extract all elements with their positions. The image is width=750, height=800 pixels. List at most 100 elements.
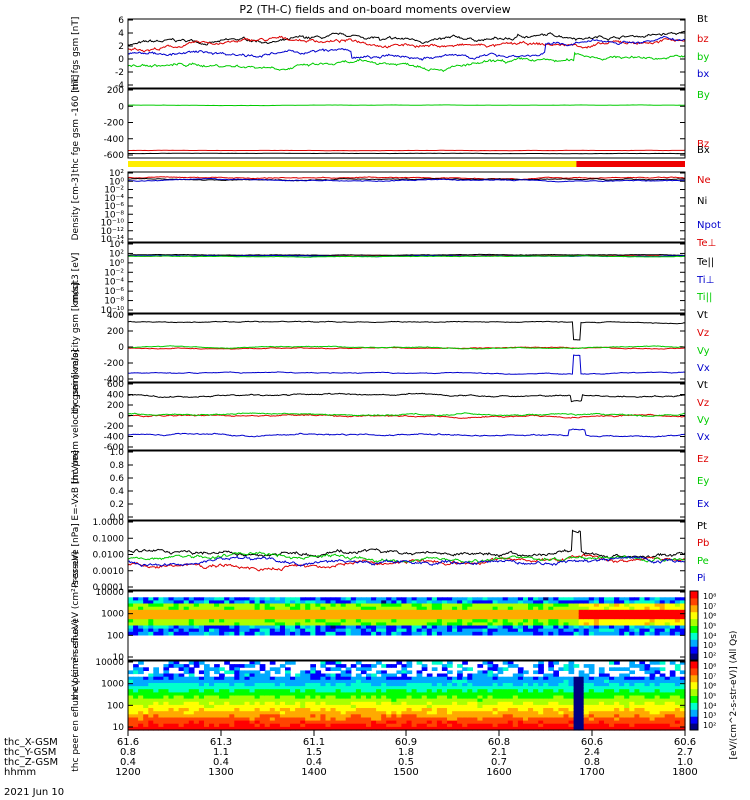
footer-value: 1500 [393,767,418,778]
colorbar-2-tick: 10⁴ [703,701,716,710]
footer-value: 1.1 [213,747,229,758]
legend-3-Ne: Ne [697,175,711,186]
fgs-ylabel: thc fgs gsm [nT] [71,17,81,91]
legend-6-Vz: Vz [697,398,709,409]
fgs-tick: -4 [115,81,124,91]
colorbar-2-cell [690,667,698,676]
fgs-line-by [127,51,686,73]
panel-frame-2 [127,88,686,159]
pressure-line-Pe [127,551,686,563]
moqt3-tick: 10⁻⁴ [104,278,124,288]
colorbar-1-cell [690,597,698,606]
peem-tick: 200 [107,401,124,411]
moqt3-tick: 10⁻¹⁰ [101,306,125,316]
fge-tick: 200 [107,86,124,96]
colorbar-1-tick: 10⁵ [703,622,716,631]
efield-tick: 0.4 [110,487,125,497]
peir-tick: 10000 [95,588,124,598]
efield-tick: 0.0 [110,513,125,523]
legend-6-Vx: Vx [697,432,710,443]
colorbar-2-cell [690,688,698,696]
legend-7-Ex: Ex [697,499,709,510]
peir-tick: 1000 [101,610,124,620]
moqt3-tick: 10⁻² [104,268,124,278]
peem-ylabel: thc peem velocity gsm [km/s] [71,349,81,483]
peer-tick: 10000 [95,658,124,668]
pressure-tick: 0.0010 [93,567,125,577]
colorbar-1-tick: 10⁶ [703,612,716,621]
moqt3-line-Ti|| [127,255,686,258]
colorbar-1-tick: 10⁷ [703,602,716,611]
colorbar-1-cell [690,618,698,626]
footer-value: 1.8 [398,747,414,758]
peem-tick: 400 [107,391,124,401]
peim-tick: -200 [104,359,125,369]
peir-tick: 100 [107,631,124,641]
panel-frame-8 [127,520,686,591]
colorbar-1-tick: 10² [703,651,716,660]
pressure-line-Pb [127,553,686,572]
footer-value: 0.4 [306,757,322,768]
efield-tick: 0.6 [110,474,125,484]
colorbar-2-tick: 10² [703,721,716,730]
footer-value: 0.4 [120,757,136,768]
footer-row-label: hhmm [4,767,36,778]
fge-line-Bz [128,149,686,152]
fgs-line-bx [127,35,686,61]
peem-line-Vx [127,428,686,438]
peem-tick: -400 [104,433,125,443]
density-tick: 10⁻¹⁴ [101,235,125,245]
footer-value: 1600 [486,767,511,778]
legend-4-Te||: Te|| [696,257,714,268]
density-tick: 10⁰ [109,177,124,187]
moqt3-ylabel: moqt3 [eV] [71,253,81,304]
footer-row-label: thc_X-GSM [4,737,58,748]
legend-5-Vy: Vy [697,346,710,357]
colorbar-label: [eV/(cm^2-s-str-eV)] (All Qs) [729,631,739,760]
colorbar-2-cell [690,709,698,717]
colorbar-1-cell [690,591,698,599]
legend-7-Ey: Ey [697,476,709,487]
peem-line-Vt [127,392,686,403]
legend-2-Bz: Bz [697,139,709,150]
footer-value: 0.4 [213,757,229,768]
legend-1-bx: bx [697,69,709,80]
footer-value: 0.8 [120,747,136,758]
footer-value: 2.1 [491,747,507,758]
colorbar-2-tick: 10⁶ [703,682,716,691]
footer-value: 61.3 [210,737,232,748]
footer-value: 1200 [115,767,140,778]
peir-cells [128,597,686,636]
colorbar-1-cell [690,611,698,620]
density-tick: 10⁻⁸ [104,210,124,220]
legend-4-Ti||: Ti|| [696,292,712,303]
colorbar-2-cell [690,681,698,690]
legend-3-Npot: Npot [697,220,721,231]
peim-tick: 200 [107,327,124,337]
colorbar-2-cell [690,695,698,703]
peem-line-Vy [127,412,686,417]
fge-line-Bx [128,152,686,155]
footer-value: 60.6 [674,737,696,748]
footer-value: 0.8 [584,757,600,768]
legend-6-Vy: Vy [697,415,710,426]
legend-1-bz: bz [697,34,709,45]
fgs-tick: -2 [115,68,124,78]
footer-value: 60.9 [395,737,417,748]
footer-row-label: thc_Y-GSM [4,747,56,758]
footer-value: 2.7 [677,747,693,758]
colorbar-1-tick: 10⁸ [703,592,716,601]
peim-tick: 0 [118,343,124,353]
fge-line-By [127,104,686,107]
peem-tick: -600 [104,443,125,453]
colorbar-1-tick: 10³ [703,641,716,650]
peem-tick: -200 [104,422,125,432]
peem-tick: 0 [118,412,124,422]
density-line-Ne [127,176,686,181]
figure-title: P2 (TH-C) fields and on-board moments ov… [239,3,510,16]
colorbar-1-cell [690,632,698,640]
moqt3-tick: 10⁴ [109,240,124,250]
peer-ylabel: thc peer en eflux eV (cm²-s-sr-eV) [71,619,81,771]
fgs-tick: 4 [118,29,124,39]
legend-7-Ez: Ez [697,454,709,465]
